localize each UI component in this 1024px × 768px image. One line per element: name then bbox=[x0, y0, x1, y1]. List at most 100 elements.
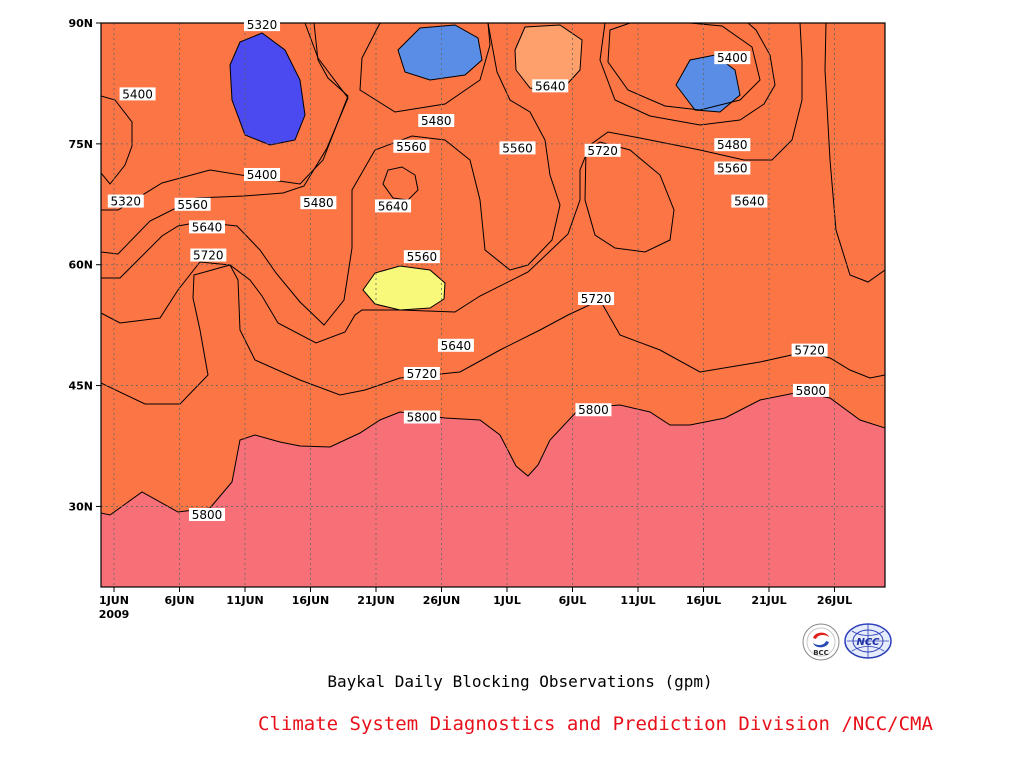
contour-label-box bbox=[244, 18, 281, 32]
contour-label-box bbox=[714, 51, 751, 65]
contour-label: 5480 bbox=[303, 196, 334, 210]
contour-label-box bbox=[107, 194, 144, 208]
contour-label-box bbox=[174, 197, 211, 211]
bcc-logo-text: BCC bbox=[813, 649, 829, 657]
contour-label: 5720 bbox=[581, 292, 612, 306]
x-tick-label: 11JUL bbox=[620, 594, 655, 607]
x-tick-label: 1JUN bbox=[99, 594, 129, 607]
contour-label: 5640 bbox=[192, 220, 223, 234]
contour-label-box bbox=[499, 141, 536, 155]
y-tick-label: 45N bbox=[68, 380, 93, 393]
contour-label: 5560 bbox=[177, 198, 208, 212]
ncc-logo-text: NCC bbox=[856, 637, 880, 648]
contour-label-box bbox=[393, 139, 430, 153]
contour-label: 5720 bbox=[407, 367, 438, 381]
ncc-logo: NCC bbox=[844, 623, 892, 659]
y-tick-label: 30N bbox=[68, 500, 93, 513]
x-year-label: 2009 bbox=[99, 608, 130, 621]
contour-label-box bbox=[578, 292, 615, 306]
contour-label: 5320 bbox=[111, 195, 142, 209]
chart-title: Baykal Daily Blocking Observations (gpm) bbox=[327, 672, 713, 691]
contour-line-band5 bbox=[101, 23, 885, 405]
contour-label: 5400 bbox=[717, 51, 748, 65]
band-above-5800 bbox=[101, 392, 885, 587]
contour-label: 5320 bbox=[247, 18, 278, 32]
island-5400-5480-north bbox=[398, 25, 482, 80]
contour-label-box bbox=[792, 383, 829, 397]
band-5720-5800 bbox=[101, 23, 885, 515]
contour-label-box bbox=[300, 196, 337, 210]
contour-label: 5800 bbox=[796, 384, 827, 398]
contour-label: 5640 bbox=[734, 195, 765, 209]
contour-label-box bbox=[437, 338, 474, 352]
plot-frame bbox=[100, 22, 886, 588]
contour-label: 5800 bbox=[578, 403, 609, 417]
contour-label-box bbox=[575, 403, 612, 417]
y-tick-label: 90N bbox=[68, 17, 93, 30]
contour-label: 5720 bbox=[587, 144, 618, 158]
x-tick-label: 16JUL bbox=[686, 594, 721, 607]
contour-line-islandG bbox=[675, 54, 741, 113]
contour-label: 5560 bbox=[502, 141, 533, 155]
axis-tick-labels: 30N 45N 60N 75N 90N 1JUN 6JUN 11JUN 16JUN 21JUN 26… bbox=[68, 17, 852, 621]
contour-label: 5640 bbox=[441, 339, 472, 353]
x-tick-label: 16JUN bbox=[292, 594, 330, 607]
contour-label-box bbox=[532, 79, 569, 93]
x-tick-label: 21JUL bbox=[751, 594, 786, 607]
contour-label-box bbox=[714, 161, 751, 175]
contour-label: 5480 bbox=[421, 114, 452, 128]
x-tick-label: 1JUL bbox=[493, 594, 521, 607]
island-5320-5400-north bbox=[230, 33, 305, 145]
x-tick-label: 11JUN bbox=[226, 594, 264, 607]
contour-line-islandB bbox=[362, 265, 446, 311]
contour-label: 5800 bbox=[407, 410, 438, 424]
contour-line-islandC bbox=[514, 24, 583, 93]
island-5720-5800-july bbox=[585, 142, 674, 252]
contour-label-box bbox=[189, 220, 226, 234]
credit-line: Climate System Diagnostics and Predictio… bbox=[258, 713, 933, 735]
contour-label-box bbox=[714, 138, 751, 152]
island-5480-5560-june bbox=[363, 266, 445, 310]
contour-label: 5720 bbox=[193, 249, 224, 263]
x-tick-label: 26JUL bbox=[817, 594, 852, 607]
contour-label-box bbox=[403, 410, 440, 424]
island-5640-5720-north-july bbox=[515, 25, 582, 92]
x-tick-label: 6JUN bbox=[165, 594, 195, 607]
contour-label-box bbox=[791, 343, 828, 357]
contour-label-box bbox=[375, 199, 412, 213]
contour-label-box bbox=[403, 366, 440, 380]
contour-label: 5480 bbox=[717, 138, 748, 152]
contour-label: 5560 bbox=[407, 250, 438, 264]
bcc-logo: BCC bbox=[802, 623, 840, 661]
contour-line-islandA bbox=[382, 166, 419, 201]
island-5400-5480-july bbox=[676, 55, 740, 112]
contour-line-band4 bbox=[101, 23, 885, 344]
contour-line-islandE bbox=[229, 32, 306, 146]
contour-label-box bbox=[244, 167, 281, 181]
contour-line-band2 bbox=[101, 23, 761, 255]
contour-label-box bbox=[119, 87, 156, 101]
contour-label-box bbox=[418, 113, 455, 127]
island-5640-5720-north-june bbox=[383, 167, 418, 200]
contour-label: 5560 bbox=[396, 140, 427, 154]
contour-label: 5800 bbox=[192, 508, 223, 522]
contour-label: 5640 bbox=[378, 199, 409, 213]
grid-lines bbox=[101, 23, 885, 587]
y-tick-label: 60N bbox=[68, 259, 93, 272]
contour-label-box bbox=[731, 194, 768, 208]
contour-label-box bbox=[190, 248, 227, 262]
contour-label-box bbox=[403, 250, 440, 264]
contour-label-box bbox=[584, 143, 621, 157]
contour-label: 5400 bbox=[247, 168, 278, 182]
contour-label: 5640 bbox=[535, 79, 566, 93]
x-tick-label: 26JUN bbox=[423, 594, 461, 607]
contour-label: 5560 bbox=[717, 162, 748, 176]
contour-bands bbox=[101, 23, 885, 587]
contour-label: 5720 bbox=[794, 344, 825, 358]
contour-label: 5400 bbox=[122, 87, 153, 101]
x-tick-label: 21JUN bbox=[357, 594, 395, 607]
contour-line-islandF bbox=[397, 24, 483, 81]
x-tick-label: 6JUL bbox=[559, 594, 587, 607]
